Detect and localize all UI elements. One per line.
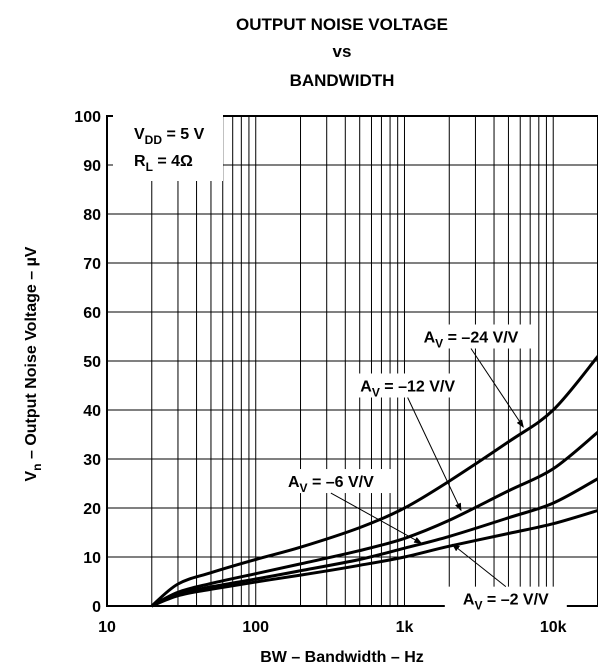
- y-tick-label: 60: [83, 305, 101, 322]
- test-conditions-box: VDD = 5 V RL = 4Ω: [113, 113, 223, 181]
- svg-text:Vn – Output Noise Voltage – µV: Vn – Output Noise Voltage – µV: [23, 246, 44, 481]
- chart-title: OUTPUT NOISE VOLTAGE vs BANDWIDTH: [236, 15, 448, 90]
- annotation-background: [346, 373, 469, 398]
- condition-vdd: VDD = 5 V: [134, 126, 205, 147]
- y-tick-label: 50: [83, 354, 101, 371]
- y-tick-label: 100: [74, 109, 101, 126]
- annotation-arrow: [330, 492, 423, 544]
- y-tick-label: 70: [83, 256, 101, 273]
- plot-frame: [106, 115, 598, 607]
- y-tick-label: 30: [83, 452, 101, 469]
- conditions-background: [113, 113, 223, 181]
- axis-ticks: 0 10 20 30 40 50 60 70 80 90 100 10 100 1k 10k: [74, 109, 566, 636]
- annotation-arrow: [470, 348, 524, 428]
- y-tick-label: 40: [83, 403, 101, 420]
- y-tick-label: 0: [92, 599, 101, 616]
- series-line-0: [150, 355, 598, 608]
- y-axis-label: Vn – Output Noise Voltage – µV: [23, 246, 44, 481]
- y-tick-label: 10: [83, 550, 101, 567]
- annotation-label: AV = –2 V/V: [463, 592, 549, 613]
- y-tick-label: 90: [83, 158, 101, 175]
- chart-title-line-1: OUTPUT NOISE VOLTAGE: [236, 15, 448, 34]
- annotation-background: [444, 586, 567, 611]
- y-tick-label: 20: [83, 501, 101, 518]
- annotation-label: AV = –6 V/V: [288, 474, 374, 495]
- x-tick-label: 1k: [396, 619, 414, 636]
- annotation-arrow: [451, 543, 507, 588]
- annotation-label: AV = –24 V/V: [424, 330, 519, 351]
- y-tick-label: 80: [83, 207, 101, 224]
- annotation-arrow: [407, 397, 462, 512]
- x-axis-label: BW – Bandwidth – Hz: [260, 649, 424, 666]
- x-tick-label: 10k: [540, 619, 567, 636]
- plot-grid: [106, 115, 598, 607]
- series-line-1: [151, 430, 598, 608]
- condition-rl: RL = 4Ω: [134, 153, 193, 174]
- x-tick-label: 10: [98, 619, 116, 636]
- annotation-label: AV = –12 V/V: [360, 379, 455, 400]
- series-line-2: [151, 477, 598, 608]
- annotation-background: [269, 469, 392, 494]
- chart-title-line-2: vs: [333, 42, 352, 61]
- annotation-background: [409, 324, 532, 349]
- noise-curves: [150, 355, 598, 608]
- series-line-3: [151, 508, 598, 608]
- curve-annotations: AV = –24 V/V AV = –12 V/V AV = –6 V/V AV = …: [269, 324, 567, 613]
- chart-title-line-3: BANDWIDTH: [290, 71, 395, 90]
- x-tick-label: 100: [242, 619, 269, 636]
